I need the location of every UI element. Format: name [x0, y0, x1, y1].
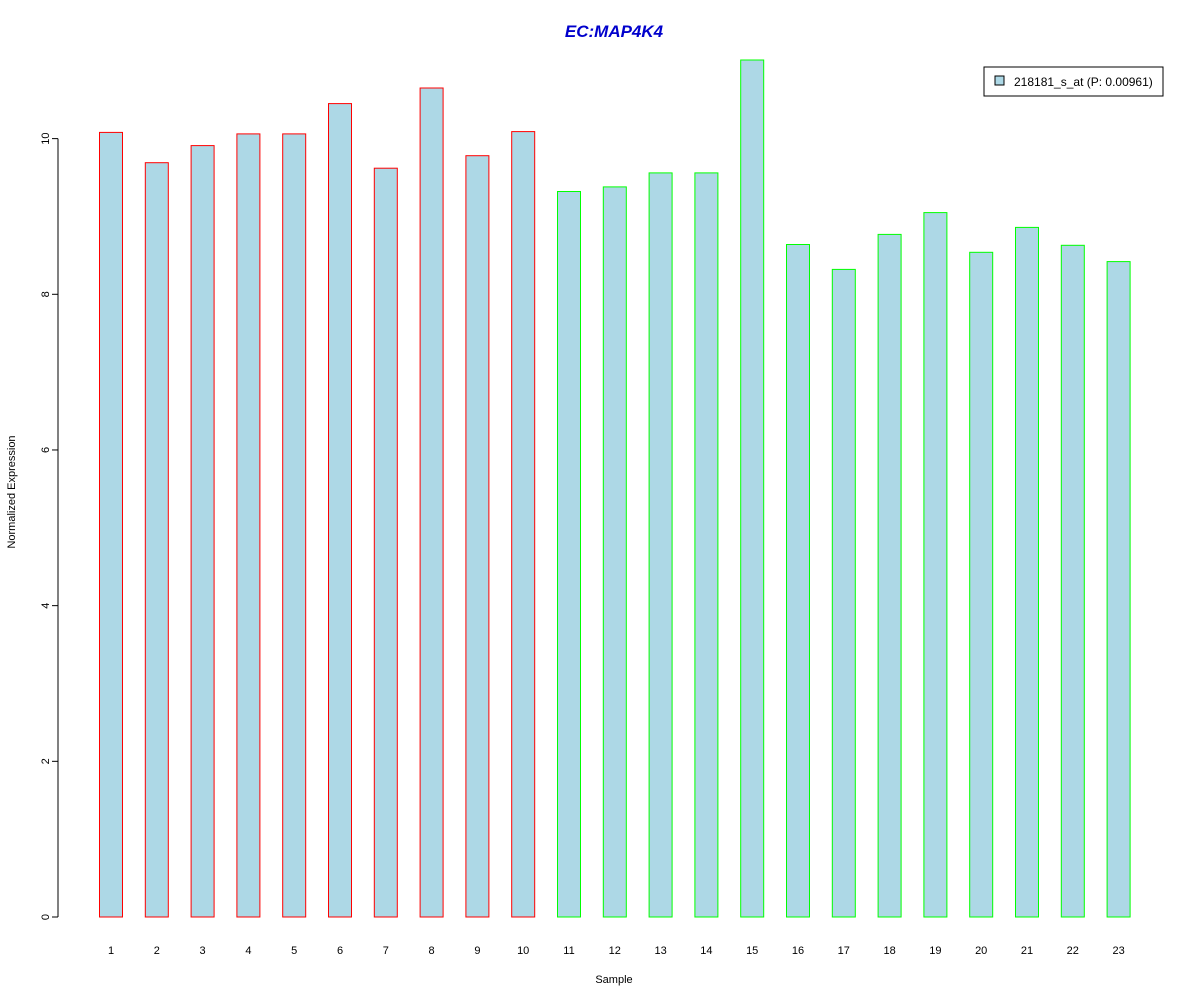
x-tick-label: 23: [1112, 945, 1124, 957]
bar: [144, 162, 169, 918]
x-tick-label: 2: [154, 945, 160, 957]
x-tick-label: 14: [700, 945, 712, 957]
chart-title: EC:MAP4K4: [565, 22, 664, 41]
x-tick-label: 12: [609, 945, 621, 957]
bar: [511, 131, 536, 918]
bar: [648, 172, 673, 918]
bar: [969, 251, 994, 918]
y-tick-label: 10: [40, 132, 52, 144]
x-tick-label: 20: [975, 945, 987, 957]
y-axis-label: Normalized Expression: [6, 435, 18, 548]
bar: [1015, 226, 1039, 918]
x-axis-label: Sample: [595, 974, 632, 986]
bar: [1106, 261, 1131, 918]
bar: [602, 186, 627, 918]
x-tick-label: 5: [291, 945, 297, 957]
x-tick-label: 3: [200, 945, 206, 957]
x-tick-label: 7: [383, 945, 389, 957]
x-tick-label: 21: [1021, 945, 1033, 957]
y-tick-label: 6: [40, 447, 52, 453]
legend-label: 218181_s_at (P: 0.00961): [1014, 75, 1153, 89]
y-tick-label: 0: [40, 914, 52, 920]
bar: [786, 244, 810, 918]
bar: [419, 87, 444, 918]
bar: [740, 59, 765, 918]
legend: 218181_s_at (P: 0.00961): [983, 66, 1164, 97]
x-tick-label: 9: [474, 945, 480, 957]
x-tick-label: 13: [654, 945, 666, 957]
x-tick-label: 16: [792, 945, 804, 957]
y-tick-label: 2: [40, 758, 52, 764]
x-tick-label: 11: [563, 945, 574, 957]
x-tick-label: 6: [337, 945, 343, 957]
bar: [328, 103, 352, 918]
legend-box: [983, 66, 1164, 97]
x-tick-label: 15: [746, 945, 758, 957]
y-axis: 0 2 4 6 8 10: [40, 132, 59, 920]
bar: [373, 167, 398, 918]
x-tick-label: 4: [245, 945, 251, 957]
bar: [877, 233, 902, 918]
bar: [923, 212, 948, 918]
bars: [99, 59, 1131, 918]
bar: [1060, 244, 1085, 918]
bar: [465, 155, 490, 918]
x-tick-label: 1: [108, 945, 114, 957]
x-tick-labels: 1 2 3 4 5 6 7 8 9 10 11 12 13 14 15 16 17 18 19 20 21 22 23: [108, 945, 1125, 957]
bar: [99, 131, 123, 918]
x-tick-label: 18: [883, 945, 895, 957]
legend-swatch: [994, 75, 1005, 86]
x-tick-label: 19: [929, 945, 941, 957]
bar: [831, 268, 856, 918]
bar: [282, 133, 307, 918]
x-tick-label: 10: [517, 945, 529, 957]
bar: [694, 172, 719, 918]
bar: [190, 145, 215, 918]
x-tick-label: 8: [429, 945, 435, 957]
y-tick-label: 8: [40, 291, 52, 297]
y-tick-label: 4: [40, 603, 52, 609]
bar: [236, 133, 261, 918]
bar: [557, 191, 581, 918]
x-tick-label: 22: [1067, 945, 1079, 957]
x-tick-label: 17: [838, 945, 850, 957]
